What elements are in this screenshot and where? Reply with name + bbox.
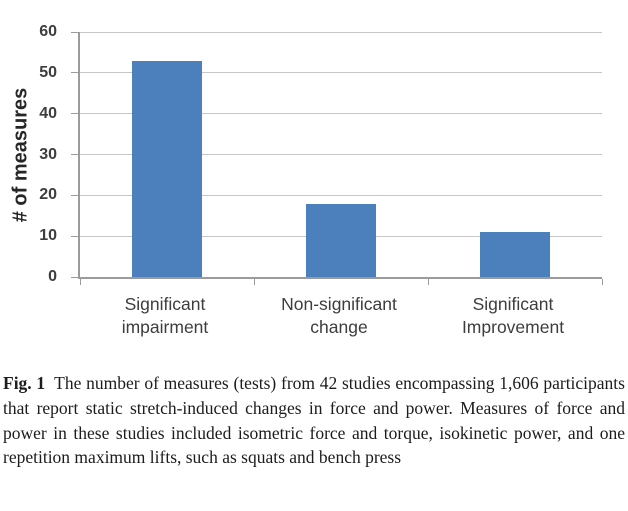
- x-axis-tick: [427, 279, 429, 285]
- gridline: [80, 194, 602, 196]
- y-axis-tick-labels: 0 10 20 30 40 50 60: [0, 23, 70, 285]
- y-axis-tick: [71, 194, 78, 196]
- y-axis-tick-label: 10: [39, 227, 57, 245]
- y-axis-tick-label: 60: [39, 23, 57, 40]
- x-axis-tick: [601, 279, 603, 285]
- gridline: [80, 113, 602, 115]
- category-label: Non-significant change: [252, 293, 426, 339]
- category-label: Significant impairment: [78, 293, 252, 339]
- y-axis-tick: [71, 154, 78, 155]
- gridline: [80, 154, 602, 155]
- category-label-line: impairment: [121, 317, 209, 337]
- category-label-line: change: [310, 317, 368, 337]
- gridline: [80, 72, 602, 74]
- y-axis-tick-label: 0: [48, 268, 57, 285]
- figure-caption-label: Fig. 1: [3, 373, 46, 393]
- y-axis-tick-label: 50: [39, 63, 57, 81]
- gridline: [80, 31, 602, 33]
- category-label-line: Significant: [124, 294, 206, 314]
- category-label-line: Non-significant: [281, 294, 397, 314]
- bar-2: [306, 203, 376, 277]
- category-label-line: Significant: [472, 294, 554, 314]
- y-axis-tick-label: 40: [39, 104, 57, 122]
- bar-1: [132, 60, 202, 277]
- y-axis-tick: [71, 31, 78, 33]
- x-axis-tick: [253, 279, 255, 285]
- category-label-line: Improvement: [461, 317, 565, 337]
- figure-caption-text: The number of measures (tests) from 42 s…: [3, 373, 625, 468]
- category-label: Significant Improvement: [426, 293, 600, 339]
- y-axis-tick: [71, 113, 78, 115]
- figure-caption: Fig. 1 The number of measures (tests) fro…: [0, 371, 628, 470]
- y-axis-tick-label: 20: [39, 186, 57, 204]
- y-axis-tick: [71, 235, 78, 237]
- y-axis-tick: [71, 276, 78, 278]
- x-axis-tick: [79, 279, 81, 285]
- bar-3: [480, 232, 550, 277]
- y-axis-tick-label: 30: [39, 145, 57, 163]
- plot-area: [71, 31, 603, 285]
- y-axis-tick: [71, 72, 78, 74]
- bar-chart: # of measures 0 10 20 30 40 50 60 Significant i…: [0, 23, 603, 339]
